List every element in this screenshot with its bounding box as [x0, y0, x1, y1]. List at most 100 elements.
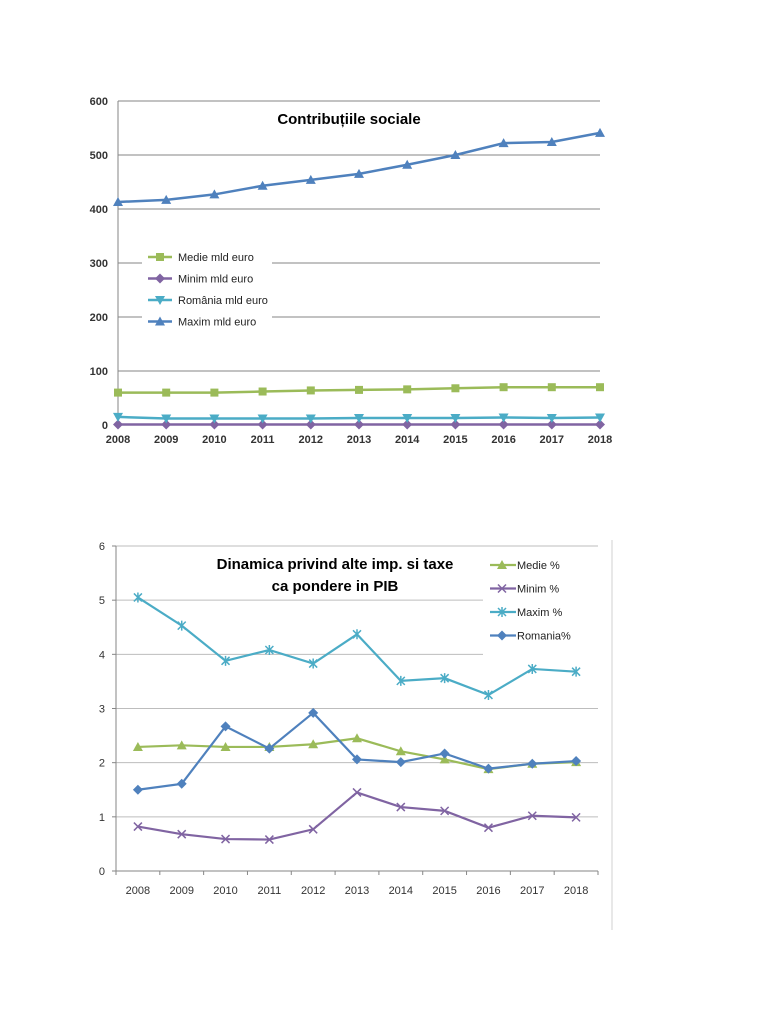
data-point	[440, 806, 450, 816]
data-point	[451, 384, 460, 393]
data-point	[258, 387, 267, 396]
legend-marker	[155, 273, 165, 284]
data-point	[440, 673, 450, 684]
data-point	[264, 835, 274, 845]
data-point	[305, 419, 316, 430]
data-point	[209, 189, 220, 199]
legend-label: Minim mld euro	[178, 274, 253, 286]
data-point	[113, 412, 123, 422]
series-line	[117, 131, 601, 204]
data-point	[354, 413, 364, 423]
data-point	[264, 743, 275, 754]
data-point	[402, 419, 413, 430]
y-tick-label: 3	[99, 704, 105, 716]
chart-title: ca pondere in PIB	[272, 578, 399, 595]
data-point	[483, 823, 493, 833]
data-point	[308, 739, 319, 749]
data-point	[177, 620, 187, 631]
data-point	[352, 629, 362, 640]
data-point	[395, 757, 406, 768]
x-tick-label: 2011	[251, 434, 275, 446]
x-tick-label: 2015	[443, 434, 467, 446]
x-tick-label: 2014	[395, 434, 420, 446]
x-tick-label: 2015	[432, 885, 456, 897]
data-point	[355, 385, 363, 394]
legend-label: Maxim %	[517, 607, 562, 619]
data-point	[499, 383, 508, 392]
y-tick-label: 4	[99, 649, 105, 661]
data-point	[257, 414, 268, 424]
series-medie-	[132, 733, 582, 774]
data-point	[546, 413, 557, 423]
data-point	[132, 741, 143, 751]
data-point	[352, 733, 362, 743]
legend-label: România mld euro	[178, 295, 268, 307]
data-point	[113, 419, 123, 430]
data-point	[483, 689, 493, 700]
chart-title: Dinamica privind alte imp. si taxe	[217, 556, 454, 573]
data-point	[595, 413, 605, 423]
legend-marker	[497, 560, 507, 569]
data-point	[177, 829, 187, 839]
data-point	[308, 707, 319, 718]
data-point	[571, 666, 581, 677]
data-point	[161, 419, 172, 430]
data-point	[498, 413, 509, 423]
y-tick-label: 100	[90, 366, 108, 378]
data-point	[546, 419, 557, 430]
legend-marker	[497, 607, 507, 617]
data-point	[133, 822, 143, 832]
data-point	[396, 802, 406, 812]
data-point	[305, 414, 316, 424]
y-tick-label: 2	[99, 758, 105, 770]
data-point	[257, 419, 268, 430]
data-point	[402, 413, 413, 423]
data-point	[221, 655, 231, 666]
data-point	[161, 194, 172, 204]
x-tick-label: 2012	[299, 434, 323, 446]
data-point	[354, 168, 364, 178]
series-line	[137, 711, 577, 791]
data-point	[450, 150, 461, 159]
legend-marker	[497, 630, 507, 641]
x-tick-label: 2018	[588, 434, 612, 446]
x-tick-label: 2013	[347, 434, 371, 446]
data-point	[396, 675, 406, 686]
series-line	[137, 791, 577, 841]
y-tick-label: 600	[90, 96, 108, 108]
data-point	[114, 388, 122, 397]
legend-label: Medie mld euro	[178, 252, 254, 264]
data-point	[595, 127, 605, 137]
data-point	[161, 414, 172, 424]
y-tick-label: 500	[90, 150, 108, 162]
x-tick-label: 2016	[476, 885, 500, 897]
chart-title: Contribuțiile sociale	[277, 111, 420, 128]
y-tick-label: 5	[99, 595, 105, 607]
data-point	[220, 721, 231, 732]
series-medie-mld-euro	[114, 383, 604, 397]
data-point	[352, 787, 362, 797]
y-tick-label: 200	[90, 312, 108, 324]
x-tick-label: 2010	[202, 434, 226, 446]
data-point	[395, 746, 406, 756]
data-point	[133, 592, 143, 603]
data-point	[352, 754, 362, 765]
x-tick-label: 2009	[154, 434, 178, 446]
series-minim-mld-euro	[113, 419, 605, 430]
legend-marker	[497, 583, 507, 594]
x-tick-label: 2009	[169, 885, 193, 897]
series-maxim-	[133, 592, 581, 700]
data-point	[113, 196, 123, 206]
x-tick-label: 2017	[540, 434, 564, 446]
data-point	[546, 137, 557, 147]
data-point	[306, 386, 315, 395]
data-point	[132, 784, 143, 795]
data-point	[595, 419, 605, 430]
data-point	[220, 741, 231, 751]
data-point	[308, 658, 318, 669]
data-point	[527, 663, 537, 674]
data-point	[527, 811, 537, 821]
x-tick-label: 2018	[564, 885, 588, 897]
data-point	[209, 419, 220, 430]
